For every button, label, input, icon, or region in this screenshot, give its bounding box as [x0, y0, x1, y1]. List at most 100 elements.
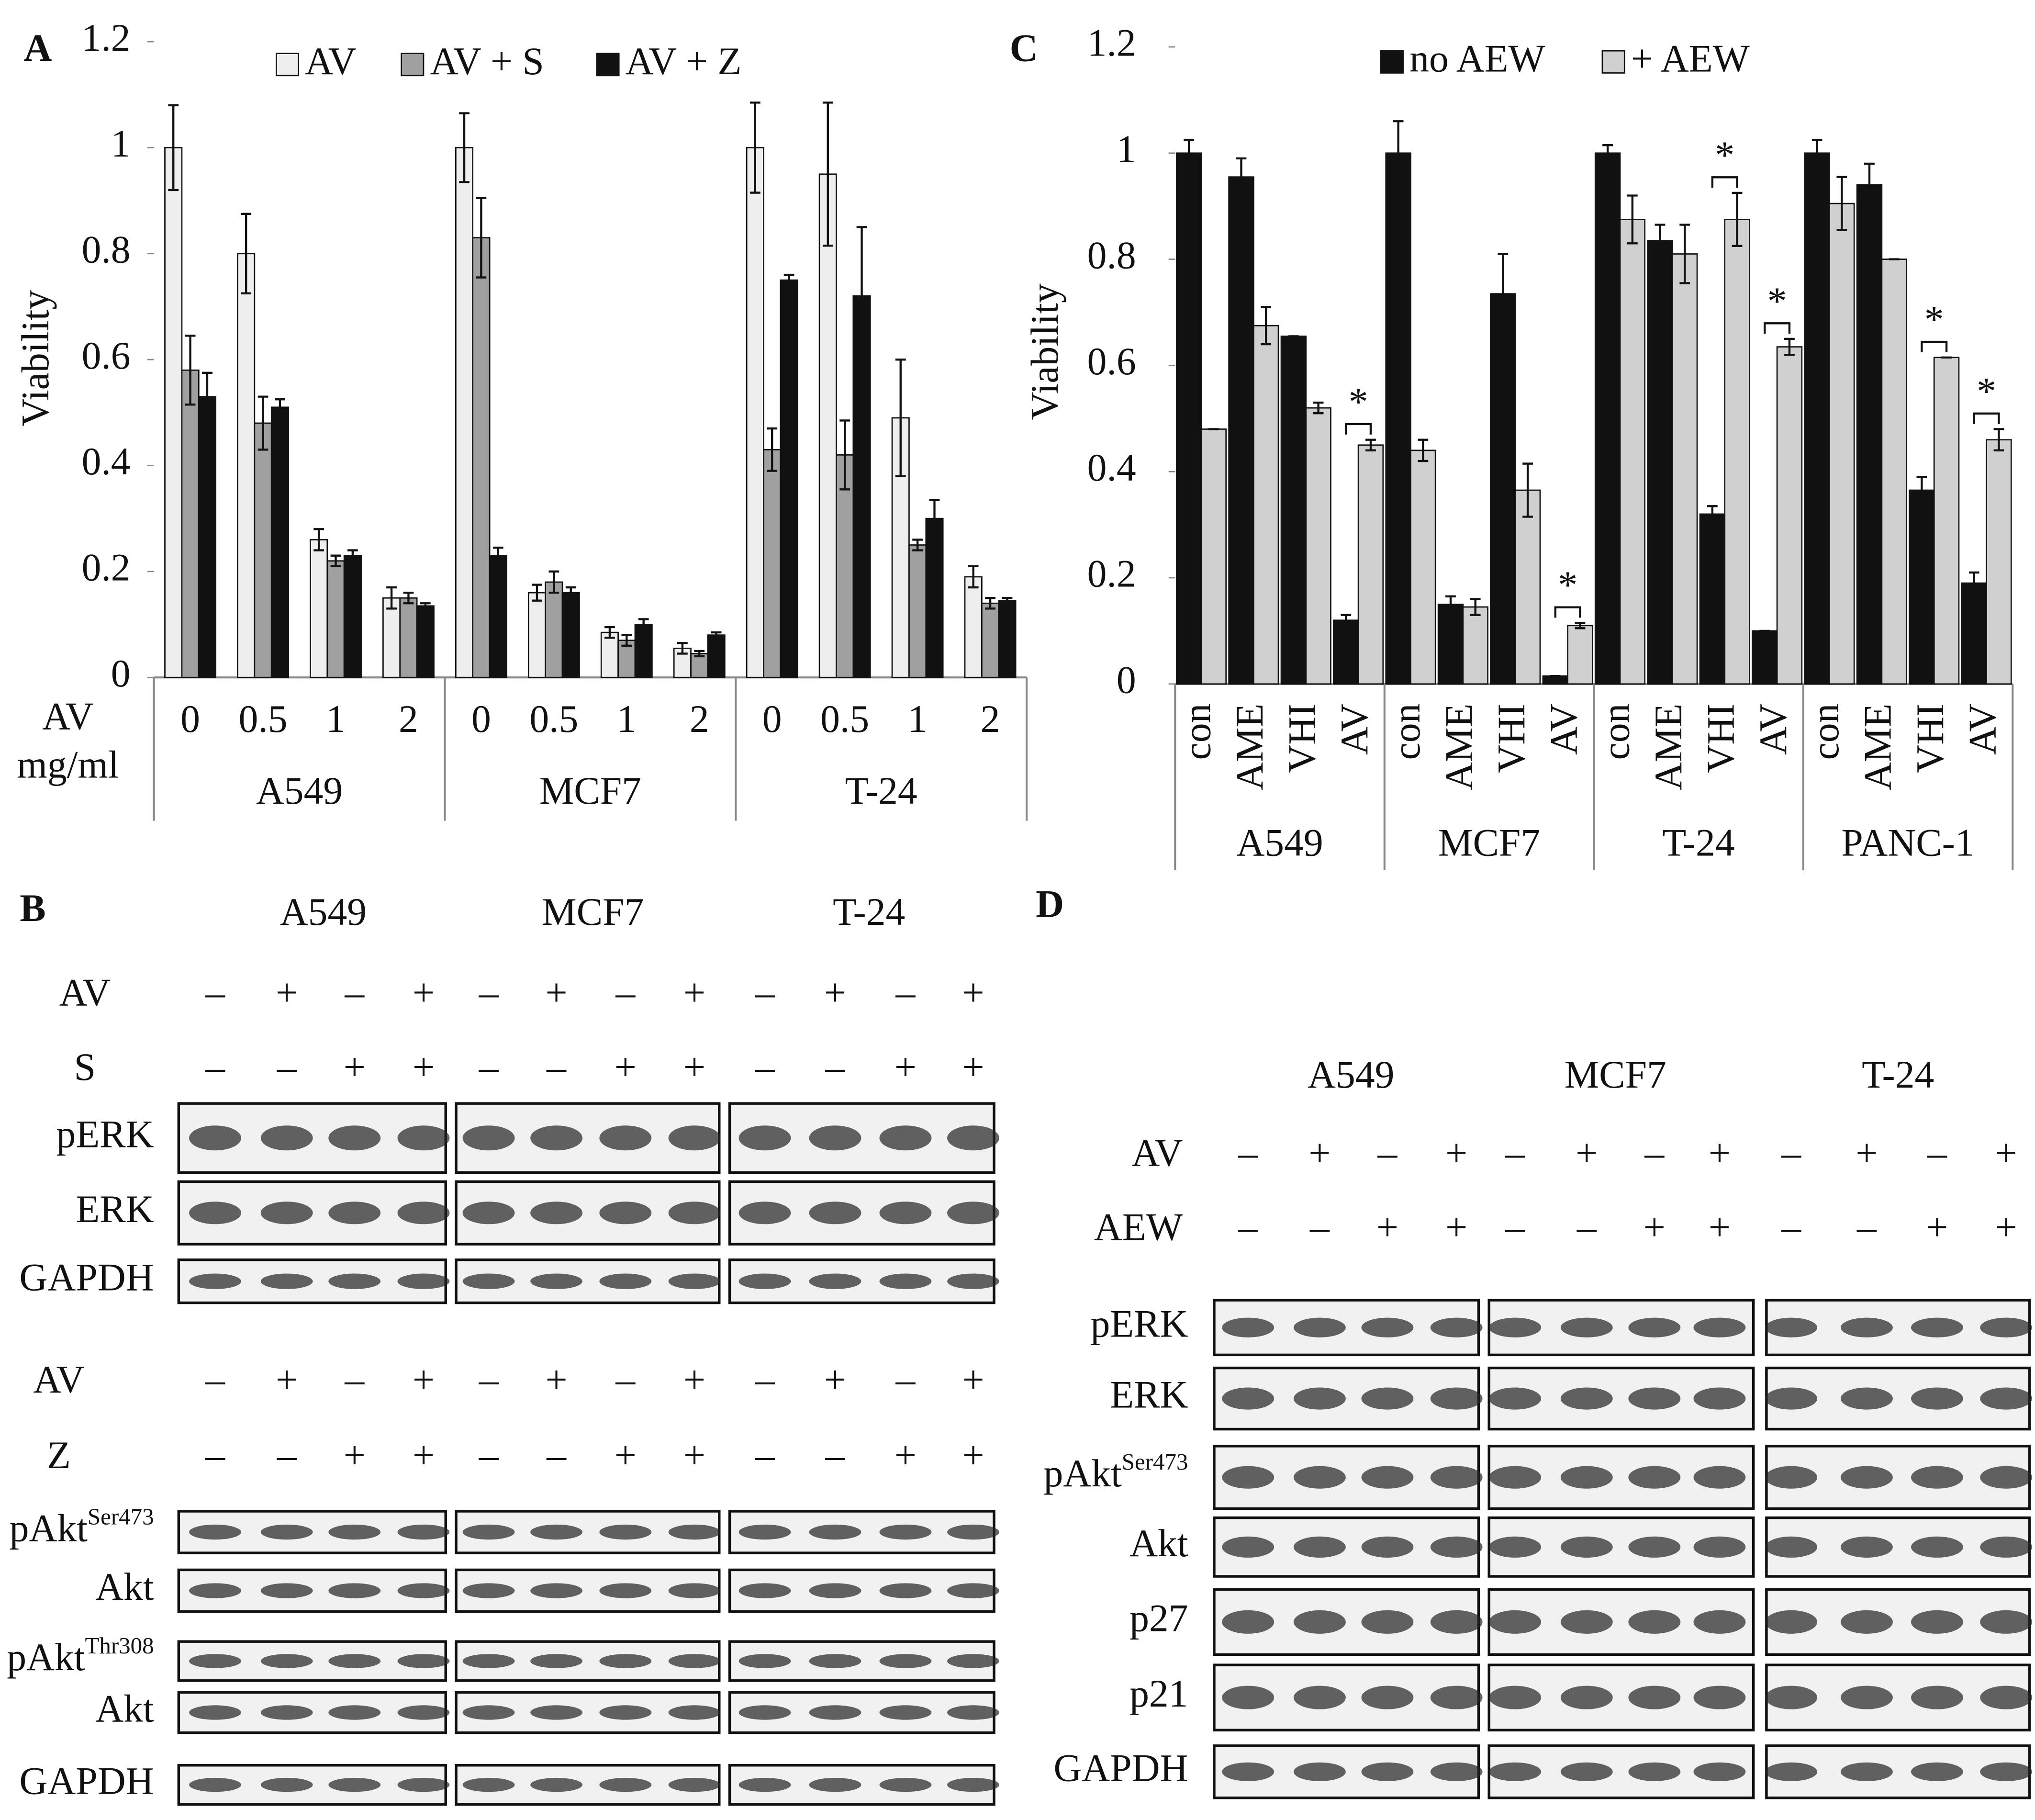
significance-bracket: [1973, 412, 2000, 424]
blot-band: [1841, 1466, 1893, 1489]
blot-band: [530, 1273, 583, 1289]
blot-band: [1222, 1317, 1275, 1337]
treatment-sign: –: [479, 971, 499, 1014]
blot-row-name: pERK: [1090, 1302, 1188, 1345]
blot-row-name: Akt: [95, 1686, 154, 1730]
error-bar: [1993, 428, 2004, 452]
bar: [1542, 675, 1568, 685]
treatment-sign: +: [962, 1045, 984, 1089]
error-bar: [1445, 595, 1456, 614]
blot-row-label: Akt: [95, 1565, 154, 1608]
error-bar: [621, 634, 632, 647]
blot-band: [1628, 1536, 1681, 1558]
blot-band: [947, 1524, 999, 1540]
blot-band: [1430, 1536, 1483, 1558]
bar: [489, 555, 507, 678]
bar: [1200, 428, 1227, 685]
treatment-sign: –: [205, 1045, 225, 1089]
blot-band: [462, 1705, 515, 1720]
blot-band: [738, 1654, 791, 1668]
bar: [1490, 293, 1516, 685]
error-bar: [749, 101, 760, 194]
x-tick-label: AV: [1960, 704, 2004, 755]
blot-band: [1841, 1762, 1893, 1781]
error-bar: [638, 618, 649, 631]
error-bar: [1655, 224, 1666, 258]
blot-row-label: Akt: [1129, 1521, 1188, 1565]
significance-bracket: [1921, 340, 1948, 352]
treatment-sign: +: [683, 1358, 705, 1401]
x-tick-label: 2: [399, 697, 418, 741]
blot-band: [189, 1125, 241, 1151]
blot-band: [738, 1524, 791, 1540]
blot-band: [397, 1777, 450, 1792]
error-bar: [241, 213, 252, 294]
treatment-sign: –: [479, 1045, 499, 1089]
bar: [545, 581, 563, 678]
legend-label: AV + Z: [626, 39, 742, 83]
bar: [600, 631, 619, 678]
error-bar: [1575, 622, 1586, 629]
error-bar: [532, 584, 542, 602]
significance-label: *: [1349, 380, 1368, 424]
blot-band: [738, 1125, 791, 1151]
error-bar: [1627, 194, 1638, 245]
blot-band: [397, 1524, 450, 1540]
blot-band: [599, 1777, 652, 1792]
blot-band: [1560, 1317, 1613, 1337]
error-bar: [1498, 253, 1509, 335]
blot-band: [947, 1705, 999, 1720]
group-label: PANC-1: [1841, 821, 1974, 865]
bar: [181, 369, 200, 678]
bar: [1333, 619, 1359, 685]
error-bar: [822, 101, 833, 247]
treatment-sign: –: [755, 1045, 775, 1089]
legend-swatch: [401, 53, 425, 77]
blot-band: [879, 1125, 932, 1151]
blot-band: [879, 1654, 932, 1668]
significance-label: *: [1558, 563, 1577, 607]
blot-row-superscript: Ser473: [1122, 1449, 1188, 1475]
blot-row-name: ERK: [1110, 1372, 1188, 1416]
blot-row-superscript: Thr308: [85, 1632, 154, 1659]
bar: [198, 396, 217, 678]
blot-band: [397, 1125, 450, 1151]
bar: [1671, 253, 1698, 685]
blot-row-name: p27: [1129, 1596, 1188, 1640]
blot-band: [1765, 1610, 1818, 1634]
treatment-sign: –: [1781, 1131, 1801, 1174]
blot-band: [1911, 1536, 1963, 1558]
blot-band: [189, 1583, 241, 1598]
blot-band: [1980, 1466, 2033, 1489]
panel-label: C: [1010, 26, 1038, 70]
blot-band: [1361, 1536, 1414, 1558]
treatment-label: AEW: [1094, 1205, 1183, 1249]
blot-band: [1361, 1466, 1414, 1489]
y-tick-label: 1: [111, 122, 131, 165]
treatment-sign: +: [1995, 1131, 2017, 1174]
blot-band: [1222, 1466, 1275, 1489]
bar: [1253, 325, 1279, 685]
blot-band: [738, 1777, 791, 1792]
blot-band: [1430, 1317, 1483, 1337]
bar: [1385, 152, 1411, 685]
x-tick-label: AME: [1646, 704, 1690, 790]
blot-band: [1560, 1536, 1613, 1558]
blot-band: [809, 1705, 861, 1720]
error-bar: [1002, 597, 1013, 605]
treatment-label: AV: [33, 1358, 84, 1401]
bar: [310, 539, 328, 678]
blot-band: [260, 1202, 313, 1225]
treatment-label: AV: [59, 971, 111, 1014]
blot-band: [530, 1524, 583, 1540]
blot-row-label: pAktSer473: [10, 1503, 154, 1550]
blot-band: [462, 1777, 515, 1792]
significance-bracket: [1711, 176, 1738, 188]
error-bar: [783, 273, 794, 287]
treatment-sign: +: [1644, 1205, 1666, 1249]
bar: [326, 560, 345, 678]
error-bar: [968, 565, 979, 589]
blot-row-label: GAPDH: [1053, 1746, 1188, 1789]
bar: [1752, 630, 1778, 685]
treatment-sign: –: [825, 1433, 846, 1477]
